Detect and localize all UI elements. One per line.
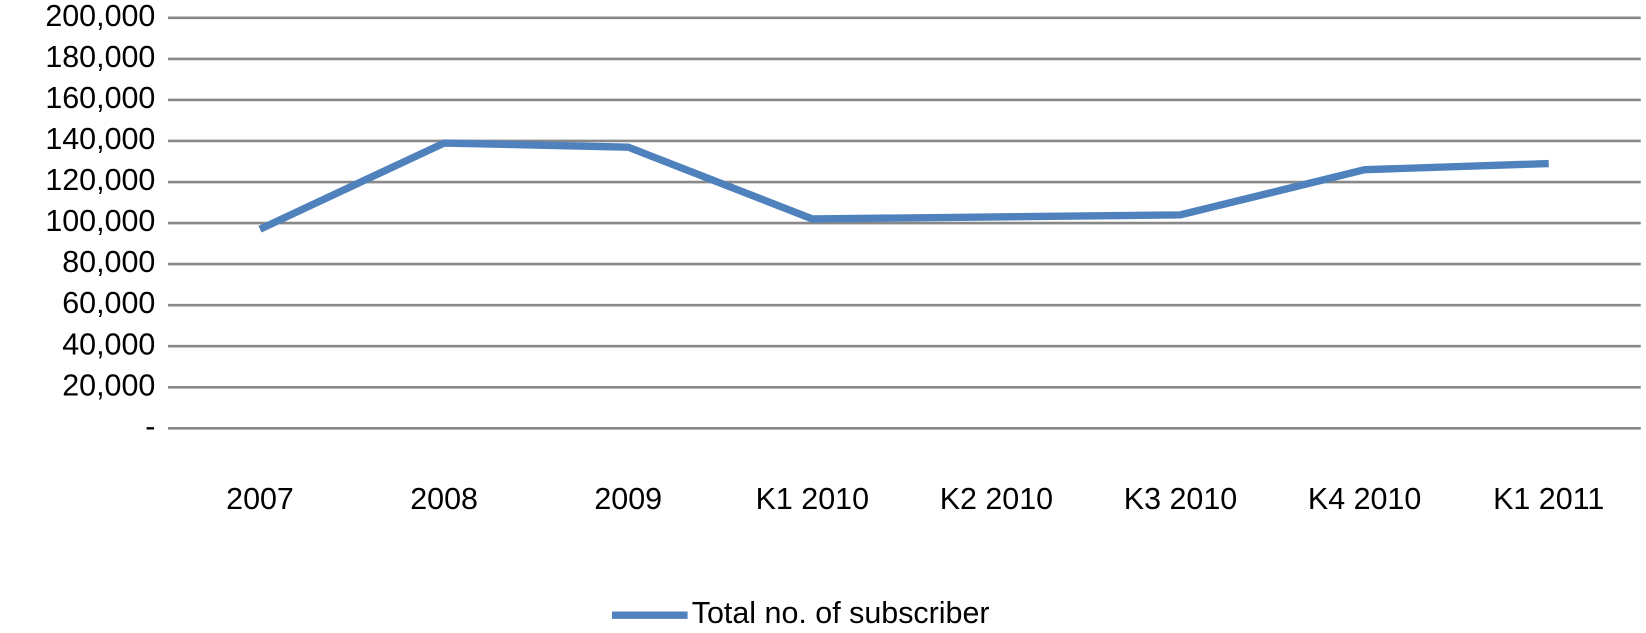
y-tick-label: 80,000 bbox=[62, 245, 155, 279]
y-tick-label: - bbox=[145, 409, 155, 443]
y-tick-label: 140,000 bbox=[45, 122, 155, 156]
y-tick-label: 60,000 bbox=[62, 286, 155, 320]
y-tick-label: 200,000 bbox=[45, 0, 155, 33]
y-tick-label: 120,000 bbox=[45, 163, 155, 197]
x-tick-label: 2007 bbox=[226, 482, 294, 516]
y-tick-label: 40,000 bbox=[62, 327, 155, 361]
y-tick-label: 180,000 bbox=[45, 40, 155, 74]
x-tick-label: K3 2010 bbox=[1124, 482, 1237, 516]
x-tick-label: 2009 bbox=[594, 482, 662, 516]
x-tick-label: K1 2010 bbox=[756, 482, 869, 516]
y-tick-label: 20,000 bbox=[62, 368, 155, 402]
series-line bbox=[258, 139, 1549, 233]
y-tick-label: 160,000 bbox=[45, 81, 155, 115]
x-tick-label: K4 2010 bbox=[1308, 482, 1421, 516]
x-tick-label: 2008 bbox=[410, 482, 478, 516]
x-tick-label: K2 2010 bbox=[940, 482, 1053, 516]
legend-label: Total no. of subscriber bbox=[692, 596, 990, 630]
y-tick-label: 100,000 bbox=[45, 204, 155, 238]
x-tick-label: K1 2011 bbox=[1493, 482, 1604, 516]
